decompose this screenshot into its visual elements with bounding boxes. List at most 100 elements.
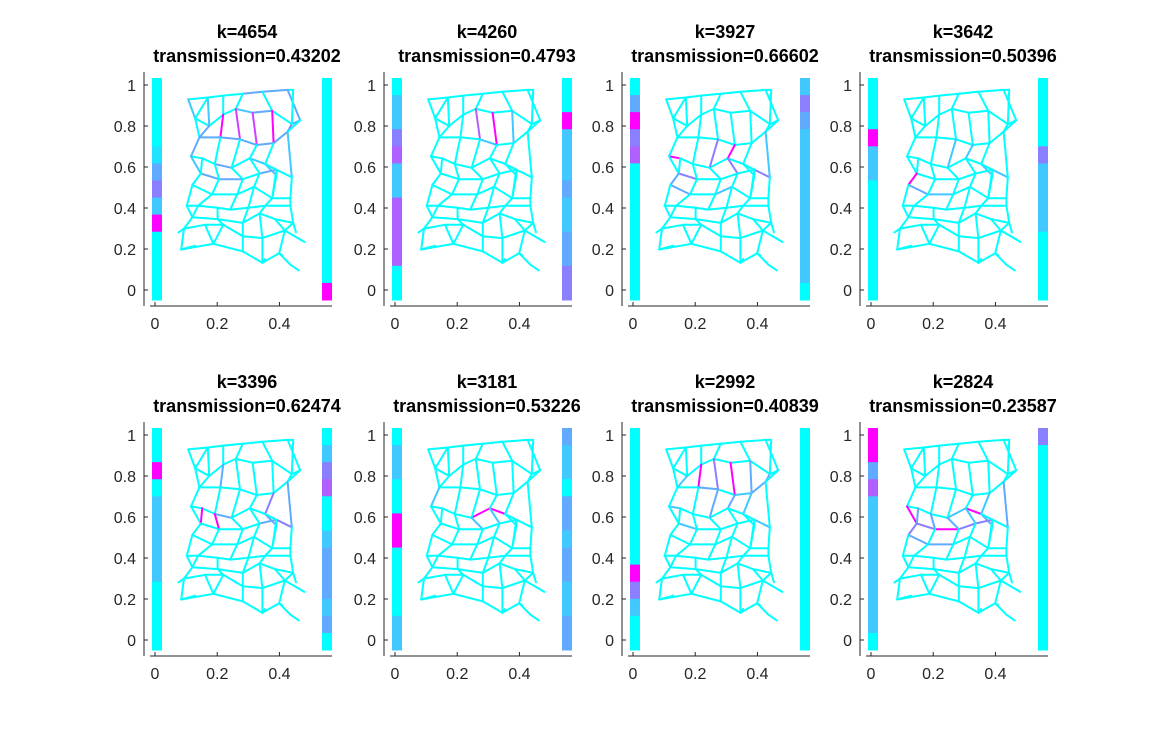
network-edge	[289, 204, 295, 224]
network-edge	[977, 229, 1002, 240]
left-colorbar-segment	[392, 163, 402, 181]
network-edge	[1005, 176, 1009, 200]
right-colorbar-segment	[800, 282, 810, 301]
right-colorbar-segment	[1038, 530, 1048, 549]
network-edge	[441, 157, 456, 165]
network-edge	[739, 602, 759, 614]
network-edge	[669, 533, 691, 546]
network-edge	[487, 554, 507, 559]
left-colorbar-segment	[392, 615, 402, 634]
network-edge	[915, 157, 920, 175]
network-edge	[219, 486, 241, 491]
network-edge	[974, 204, 983, 215]
network-edge	[708, 166, 722, 181]
left-colorbar-segment	[152, 282, 162, 301]
network-edge	[663, 183, 672, 207]
left-colorbar-segment	[630, 265, 640, 284]
network-edge	[896, 594, 913, 601]
left-colorbar-segment	[392, 95, 402, 113]
network-edge	[271, 459, 275, 495]
network-edge	[913, 193, 929, 207]
network-edge	[423, 566, 434, 580]
network-edge	[910, 446, 925, 470]
network-edge	[971, 142, 991, 146]
network-edge	[530, 438, 535, 476]
network-edge	[669, 522, 680, 536]
network-edge	[1008, 221, 1013, 234]
x-tick-label: 0.4	[268, 316, 290, 333]
network-edge	[770, 221, 775, 234]
network-edge	[929, 513, 949, 519]
x-tick-label: 0.4	[984, 316, 1006, 333]
y-tick-label: 0.6	[354, 510, 376, 527]
network-edge	[453, 486, 462, 515]
network-edge	[955, 138, 974, 146]
network-edge	[190, 486, 201, 508]
network-edge	[194, 467, 211, 477]
left-colorbar-segment	[868, 462, 878, 480]
network-edge	[258, 518, 278, 525]
network-edge	[183, 223, 206, 230]
network-edge	[924, 113, 941, 127]
network-edge	[739, 90, 752, 112]
right-colorbar-segment	[562, 265, 572, 284]
network-edge	[764, 480, 771, 529]
right-colorbar-segment	[1038, 445, 1048, 463]
network-edge	[498, 562, 504, 590]
network-edge	[264, 142, 275, 165]
network-edge	[261, 438, 289, 443]
panel-k-label: k=2992	[695, 372, 756, 392]
network-edge	[504, 513, 518, 521]
right-colorbar-segment	[800, 530, 810, 549]
network-edge	[725, 204, 745, 209]
network-edge	[481, 212, 501, 224]
network-edge	[952, 178, 960, 196]
network-edge	[714, 535, 733, 546]
network-edge	[672, 117, 679, 139]
network-edge	[661, 573, 684, 580]
network-edge	[453, 513, 460, 531]
network-edge	[957, 90, 980, 95]
network-edge	[914, 125, 927, 139]
network-edge	[739, 229, 764, 240]
network-edge	[694, 206, 710, 211]
network-edge	[690, 242, 722, 253]
network-edge	[707, 206, 728, 211]
network-edge	[529, 176, 533, 200]
network-edge	[462, 107, 477, 116]
left-colorbar-segment	[392, 282, 402, 301]
y-tick-label: 1	[605, 78, 614, 95]
right-colorbar-segment	[1038, 180, 1048, 199]
right-colorbar-segment	[322, 632, 332, 651]
network-edge	[712, 457, 719, 491]
network-edge	[222, 92, 244, 97]
left-colorbar-segment	[392, 78, 402, 96]
network-edge	[526, 438, 542, 472]
network-edge	[230, 138, 241, 169]
right-colorbar-segment	[1038, 547, 1048, 566]
network-edge	[964, 507, 983, 515]
left-colorbar-segment	[630, 581, 640, 600]
network-edge	[753, 168, 771, 179]
network-edge	[901, 183, 910, 207]
network-edge	[658, 244, 675, 251]
network-edge	[514, 218, 526, 232]
left-colorbar-segment	[630, 248, 640, 267]
network-edge	[511, 109, 515, 145]
network-edge	[286, 130, 293, 179]
network-edge	[935, 113, 941, 139]
y-tick-label: 0.2	[592, 242, 614, 259]
right-colorbar-segment	[562, 129, 572, 147]
network-edge	[957, 556, 966, 574]
left-colorbar-segment	[868, 496, 878, 514]
network-edge	[430, 136, 441, 158]
network-edge	[719, 172, 739, 181]
network-edge	[736, 562, 754, 571]
network-edge	[739, 252, 759, 264]
left-colorbar-segment	[868, 231, 878, 250]
network-edge	[950, 442, 960, 460]
network-edge	[690, 573, 703, 595]
network-edge	[893, 227, 901, 234]
right-colorbar-segment	[322, 513, 332, 531]
network-edge	[241, 585, 264, 590]
